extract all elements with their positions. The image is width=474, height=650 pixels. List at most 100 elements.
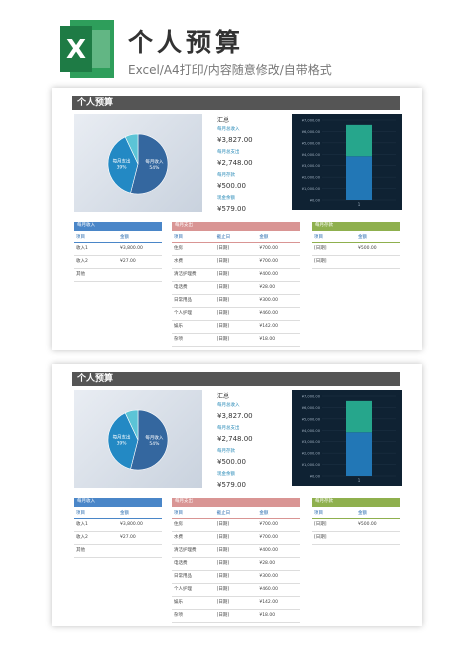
table-columns: 项目 金额 (312, 234, 400, 243)
table-cell: [日期] (216, 561, 230, 566)
table-cell: [日期] (314, 259, 327, 264)
table-cell: ¥700.00 (259, 259, 278, 264)
bar-segment (346, 156, 372, 200)
column-header: 金额 (259, 235, 269, 240)
table-row: 杂项 [日期] ¥18.00 (172, 611, 300, 623)
table-cell: 清洁护理费 (174, 272, 197, 277)
slice-value: 54% (149, 165, 160, 171)
table-cell: ¥142.00 (259, 600, 278, 605)
table-row: 清洁护理费 [日期] ¥400.00 (172, 546, 300, 558)
table-row: 个人护理 [日期] ¥460.00 (172, 585, 300, 597)
y-tick-label: ¥6,000.00 (302, 130, 321, 134)
table-columns: 项目 截止日 金额 (172, 234, 300, 243)
table-columns: 项目 金额 (74, 234, 162, 243)
table-columns: 项目 金额 (74, 510, 162, 519)
svg-text:X: X (66, 35, 86, 65)
table-cell: [日期] (314, 522, 327, 527)
bar-segment (346, 124, 372, 157)
table-cell: ¥400.00 (259, 272, 278, 277)
slice-value: 39% (117, 165, 128, 171)
table-cell: 水费 (174, 259, 183, 264)
table-cell: 其他 (76, 272, 85, 277)
x-tick-label: 1 (358, 202, 361, 207)
y-tick-label: ¥6,000.00 (302, 406, 321, 410)
pie-slice (107, 136, 139, 194)
table-cell: [日期] (216, 613, 230, 618)
table-cell: ¥18.00 (259, 613, 276, 618)
summary-title: 汇总 (217, 393, 230, 400)
table-header: 每月存款 (312, 498, 400, 507)
table-cell: ¥400.00 (259, 548, 278, 553)
table-row: 日常用品 [日期] ¥300.00 (172, 572, 300, 584)
summary-value: ¥3,827.00 (217, 136, 253, 144)
slice-label: 每月支出 (113, 158, 131, 165)
y-tick-label: ¥7,000.00 (302, 119, 321, 123)
table-row: 个人护理 [日期] ¥460.00 (172, 309, 300, 321)
table-cell: 其他 (76, 548, 85, 553)
y-tick-label: ¥2,000.00 (302, 452, 321, 456)
table-cell: ¥500.00 (358, 246, 377, 251)
summary-label: 每月总支出 (217, 426, 240, 431)
table-row: [日期] (312, 257, 400, 269)
y-tick-label: ¥5,000.00 (302, 417, 321, 421)
table-cell: ¥700.00 (259, 522, 278, 527)
table-cell: 收入2 (76, 259, 88, 264)
table-header: 每月收入 (74, 222, 162, 231)
column-header: 金额 (120, 511, 129, 516)
table-cell: 杂项 (174, 337, 183, 342)
column-header: 项目 (314, 235, 323, 240)
summary-value: ¥3,827.00 (217, 412, 253, 420)
table-row: 杂项 [日期] ¥18.00 (172, 335, 300, 347)
column-header: 截止日 (216, 235, 231, 240)
y-tick-label: ¥0.00 (310, 475, 321, 479)
table-cell: [日期] (216, 259, 230, 264)
table-cell: [日期] (216, 574, 230, 579)
table-columns: 项目 截止日 金额 (172, 510, 300, 519)
summary-value: ¥2,748.00 (217, 435, 253, 443)
slice-label: 每月支出 (113, 434, 131, 441)
column-header: 金额 (259, 511, 269, 516)
table-row: 清洁护理费 [日期] ¥400.00 (172, 270, 300, 282)
table-cell: [日期] (216, 272, 230, 277)
table-row: 娱乐 [日期] ¥142.00 (172, 322, 300, 334)
y-tick-label: ¥4,000.00 (302, 429, 321, 433)
table-cell: ¥18.00 (259, 337, 276, 342)
table-cell: [日期] (216, 587, 230, 592)
table-row: 娱乐 [日期] ¥142.00 (172, 598, 300, 610)
column-header: 金额 (358, 235, 367, 240)
table-cell: [日期] (216, 522, 230, 527)
pie-slice (130, 133, 169, 195)
table-cell: ¥460.00 (259, 587, 278, 592)
table-cell: ¥3,800.00 (120, 246, 143, 251)
table-title: 每月支出 (175, 499, 193, 504)
summary-label: 每月存款 (217, 173, 235, 178)
table-cell: ¥3,800.00 (120, 522, 143, 527)
table-row: 日常用品 [日期] ¥300.00 (172, 296, 300, 308)
slice-value: 54% (149, 441, 160, 447)
table-row: 其他 (74, 546, 162, 558)
table-title: 每月支出 (175, 223, 193, 228)
summary-label: 现金余额 (217, 196, 235, 201)
summary-value: ¥2,748.00 (217, 159, 253, 167)
y-tick-label: ¥4,000.00 (302, 153, 321, 157)
table-cell: ¥142.00 (259, 324, 278, 329)
title-bar: 个人预算 (72, 96, 400, 110)
y-tick-label: ¥0.00 (310, 199, 321, 203)
table-header: 每月收入 (74, 498, 162, 507)
table-title: 每月收入 (77, 499, 95, 504)
summary-label: 每月存款 (217, 449, 235, 454)
table-cell: 收入2 (76, 535, 88, 540)
column-header: 项目 (314, 511, 323, 516)
table-cell: [日期] (216, 600, 230, 605)
slice-label: 每月收入 (145, 434, 163, 441)
summary-value: ¥579.00 (217, 205, 246, 213)
column-header: 金额 (120, 235, 129, 240)
table-cell: [日期] (216, 548, 230, 553)
table-cell: ¥700.00 (259, 535, 278, 540)
table-cell: 住房 (174, 522, 183, 527)
column-header: 项目 (76, 511, 85, 516)
table-cell: 个人护理 (174, 311, 192, 316)
table-row: 收入1 ¥3,800.00 (74, 520, 162, 532)
slice-label: 每月收入 (145, 158, 163, 165)
